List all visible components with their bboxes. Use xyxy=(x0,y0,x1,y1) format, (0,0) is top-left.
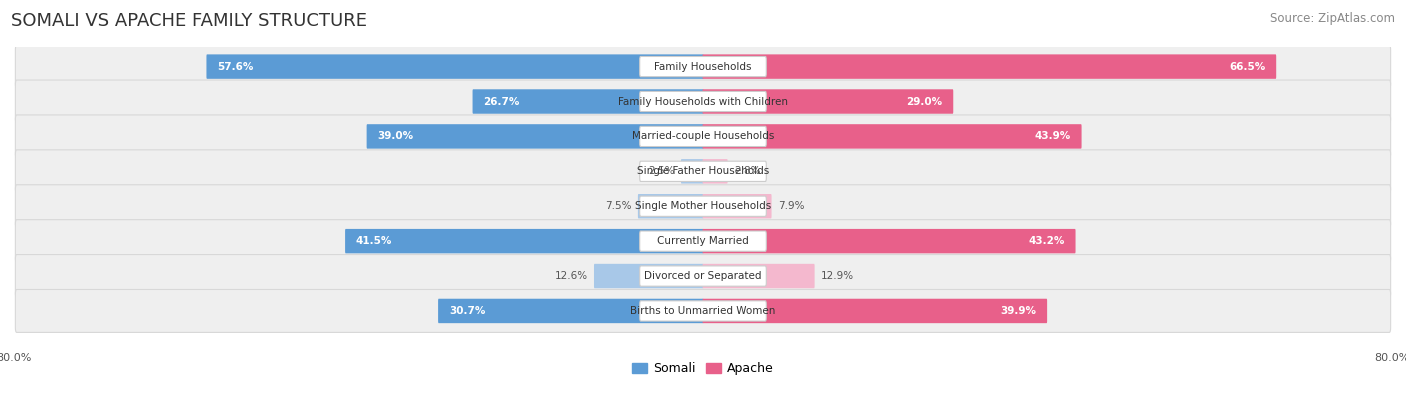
FancyBboxPatch shape xyxy=(640,161,766,181)
FancyBboxPatch shape xyxy=(15,80,1391,123)
FancyBboxPatch shape xyxy=(593,264,703,288)
FancyBboxPatch shape xyxy=(15,45,1391,88)
Text: 39.9%: 39.9% xyxy=(1000,306,1036,316)
FancyBboxPatch shape xyxy=(15,290,1391,333)
FancyBboxPatch shape xyxy=(640,196,766,216)
FancyBboxPatch shape xyxy=(367,124,703,149)
FancyBboxPatch shape xyxy=(703,55,1277,79)
FancyBboxPatch shape xyxy=(640,301,766,321)
FancyBboxPatch shape xyxy=(703,264,814,288)
Text: 12.6%: 12.6% xyxy=(554,271,588,281)
FancyBboxPatch shape xyxy=(638,194,703,218)
Text: 2.8%: 2.8% xyxy=(734,166,761,176)
Text: Family Households with Children: Family Households with Children xyxy=(619,96,787,107)
Legend: Somali, Apache: Somali, Apache xyxy=(627,357,779,380)
Text: Single Father Households: Single Father Households xyxy=(637,166,769,176)
Text: 2.5%: 2.5% xyxy=(648,166,675,176)
Text: 43.9%: 43.9% xyxy=(1035,132,1071,141)
Text: 12.9%: 12.9% xyxy=(821,271,853,281)
FancyBboxPatch shape xyxy=(681,159,703,184)
FancyBboxPatch shape xyxy=(703,194,772,218)
FancyBboxPatch shape xyxy=(15,115,1391,158)
FancyBboxPatch shape xyxy=(703,89,953,114)
FancyBboxPatch shape xyxy=(344,229,703,253)
Text: Family Households: Family Households xyxy=(654,62,752,71)
FancyBboxPatch shape xyxy=(439,299,703,323)
Text: 30.7%: 30.7% xyxy=(449,306,485,316)
FancyBboxPatch shape xyxy=(640,126,766,147)
Text: 26.7%: 26.7% xyxy=(484,96,520,107)
Text: 57.6%: 57.6% xyxy=(218,62,253,71)
FancyBboxPatch shape xyxy=(472,89,703,114)
FancyBboxPatch shape xyxy=(703,159,728,184)
Text: Source: ZipAtlas.com: Source: ZipAtlas.com xyxy=(1270,12,1395,25)
Text: 7.5%: 7.5% xyxy=(605,201,631,211)
FancyBboxPatch shape xyxy=(640,231,766,251)
Text: 43.2%: 43.2% xyxy=(1028,236,1064,246)
Text: Currently Married: Currently Married xyxy=(657,236,749,246)
FancyBboxPatch shape xyxy=(207,55,703,79)
FancyBboxPatch shape xyxy=(640,91,766,112)
FancyBboxPatch shape xyxy=(15,254,1391,297)
Text: Births to Unmarried Women: Births to Unmarried Women xyxy=(630,306,776,316)
Text: Married-couple Households: Married-couple Households xyxy=(631,132,775,141)
Text: 29.0%: 29.0% xyxy=(907,96,942,107)
FancyBboxPatch shape xyxy=(703,229,1076,253)
FancyBboxPatch shape xyxy=(703,124,1081,149)
FancyBboxPatch shape xyxy=(640,266,766,286)
Text: 66.5%: 66.5% xyxy=(1229,62,1265,71)
Text: 7.9%: 7.9% xyxy=(778,201,804,211)
FancyBboxPatch shape xyxy=(15,185,1391,228)
Text: Divorced or Separated: Divorced or Separated xyxy=(644,271,762,281)
FancyBboxPatch shape xyxy=(640,56,766,77)
FancyBboxPatch shape xyxy=(703,299,1047,323)
Text: 41.5%: 41.5% xyxy=(356,236,392,246)
Text: 39.0%: 39.0% xyxy=(377,132,413,141)
FancyBboxPatch shape xyxy=(15,220,1391,263)
Text: Single Mother Households: Single Mother Households xyxy=(636,201,770,211)
FancyBboxPatch shape xyxy=(15,150,1391,193)
Text: SOMALI VS APACHE FAMILY STRUCTURE: SOMALI VS APACHE FAMILY STRUCTURE xyxy=(11,12,367,30)
